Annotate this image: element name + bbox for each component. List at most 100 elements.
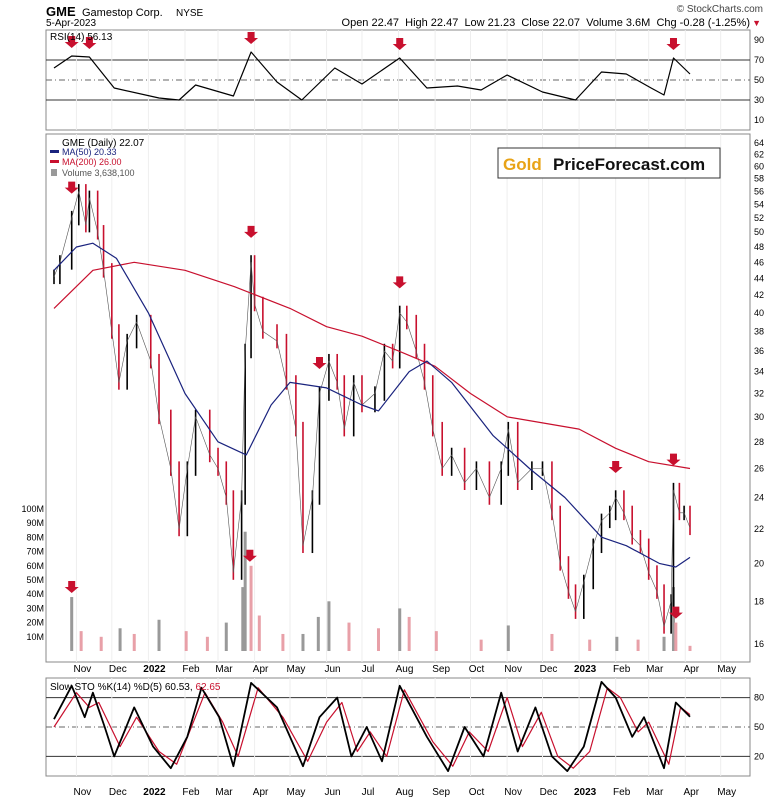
volume-bar <box>434 631 438 651</box>
volume-tick-label: 80M <box>26 532 44 542</box>
price-tick-label: 36 <box>754 346 764 356</box>
price-top-arrow <box>608 461 623 474</box>
price-tick-label: 16 <box>754 639 764 649</box>
logo-gold-text: Gold <box>503 155 542 174</box>
price-tick-label: 60 <box>754 161 764 171</box>
rsi-tick-label: 30 <box>754 95 764 105</box>
price-top-arrow <box>312 357 327 370</box>
price-tick-label: 64 <box>754 138 764 148</box>
volume-bar <box>118 628 122 651</box>
rsi-tick-label: 70 <box>754 55 764 65</box>
sto-x-tick-label: May <box>287 787 306 798</box>
volume-bar <box>243 531 247 651</box>
company-name: Gamestop Corp. <box>82 7 163 19</box>
volume-bar <box>662 636 666 651</box>
price-tick-label: 52 <box>754 213 764 223</box>
volume-bar <box>398 608 402 651</box>
logo-dark-box <box>549 149 719 177</box>
price-tick-label: 42 <box>754 290 764 300</box>
stockcharts-credit: © StockCharts.com <box>677 4 763 15</box>
rsi-top-arrow <box>64 36 79 48</box>
price-tick-label: 30 <box>754 412 764 422</box>
price-tick-label: 20 <box>754 558 764 568</box>
sto-x-tick-label: Jul <box>362 787 375 798</box>
price-tick-label: 38 <box>754 326 764 336</box>
price-tick-label: 44 <box>754 273 764 283</box>
volume-tick-label: 90M <box>26 518 44 528</box>
rsi-tick-label: 10 <box>754 115 764 125</box>
price-tick-label: 22 <box>754 524 764 534</box>
sto-x-tick-label: Feb <box>182 787 200 798</box>
volume-tick-label: 100M <box>21 504 44 514</box>
sto-k-line <box>53 681 691 772</box>
price-top-arrow <box>666 453 681 466</box>
volume-spike-arrow <box>242 549 257 562</box>
price-x-tick-label: Feb <box>182 664 200 675</box>
chart-date: 5-Apr-2023 <box>46 18 96 29</box>
sto-legend-k: 60.53 <box>165 682 190 693</box>
sto-x-tick-label: Apr <box>683 787 699 798</box>
price-tick-label: 56 <box>754 186 764 196</box>
volume-bar <box>506 625 510 651</box>
sto-x-tick-label: Oct <box>469 787 485 798</box>
volume-tick-label: 40M <box>26 589 44 599</box>
volume-tick-label: 10M <box>26 632 44 642</box>
price-top-arrow <box>244 225 259 238</box>
price-tick-label: 50 <box>754 227 764 237</box>
volume-bar <box>688 645 692 651</box>
rsi-top-arrow <box>82 37 97 49</box>
volume-bar <box>205 636 209 651</box>
volume-bar <box>347 622 351 651</box>
price-x-tick-label: May <box>287 664 306 675</box>
rsi-top-arrow <box>392 38 407 50</box>
rsi-top-arrow <box>244 32 259 44</box>
volume-bar <box>132 633 136 651</box>
sto-x-tick-label: Jun <box>325 787 341 798</box>
price-x-tick-label: Jun <box>325 664 341 675</box>
sto-x-tick-label: Aug <box>396 787 414 798</box>
price-x-tick-label: Nov <box>504 664 522 675</box>
chg-down-marker: ▼ <box>752 18 761 28</box>
price-x-tick-label: Mar <box>646 664 664 675</box>
price-top-arrow <box>64 181 79 194</box>
volume-bar <box>479 639 483 651</box>
volume-bar <box>184 631 188 651</box>
volume-bar <box>79 631 83 651</box>
sto-x-tick-label: Dec <box>109 787 127 798</box>
price-x-tick-label: Jul <box>362 664 375 675</box>
volume-spike-arrow <box>64 581 79 594</box>
sto-legend: Slow STO %K(14) %D(5) 60.53, 62.65 <box>50 682 221 693</box>
price-x-tick-label: Dec <box>109 664 127 675</box>
ma200-legend-swatch <box>50 160 59 163</box>
price-top-arrow <box>392 276 407 289</box>
price-x-tick-label: Mar <box>215 664 233 675</box>
sto-tick-label: 20 <box>754 751 764 761</box>
price-close-path <box>53 191 691 627</box>
sto-x-tick-label: Dec <box>540 787 558 798</box>
volume-bar <box>671 587 675 651</box>
volume-tick-label: 50M <box>26 575 44 585</box>
volume-legend: Volume 3,638,100 <box>62 168 135 178</box>
ma50-line <box>53 242 691 568</box>
sto-x-tick-label: May <box>717 787 736 798</box>
rsi-tick-label: 50 <box>754 75 764 85</box>
sto-x-tick-label: Nov <box>74 787 92 798</box>
price-x-tick-label: Feb <box>613 664 631 675</box>
logo-rest-text: PriceForecast.com <box>553 155 705 174</box>
volume-bar <box>376 628 380 651</box>
volume-legend-swatch <box>51 169 57 176</box>
sto-x-tick-label: Sep <box>432 787 450 798</box>
volume-bar <box>674 622 678 651</box>
sto-x-tick-label: Apr <box>253 787 269 798</box>
volume-tick-label: 60M <box>26 561 44 571</box>
volume-bar <box>407 616 411 651</box>
price-tick-label: 18 <box>754 596 764 606</box>
rsi-top-arrow <box>666 38 681 50</box>
price-x-tick-label: Aug <box>396 664 414 675</box>
price-legend: GME (Daily) 22.07 <box>62 138 145 149</box>
logo-gold-box <box>499 149 549 177</box>
price-x-tick-label: Apr <box>253 664 269 675</box>
volume-bar <box>588 639 592 651</box>
price-panel-frame <box>45 133 751 663</box>
